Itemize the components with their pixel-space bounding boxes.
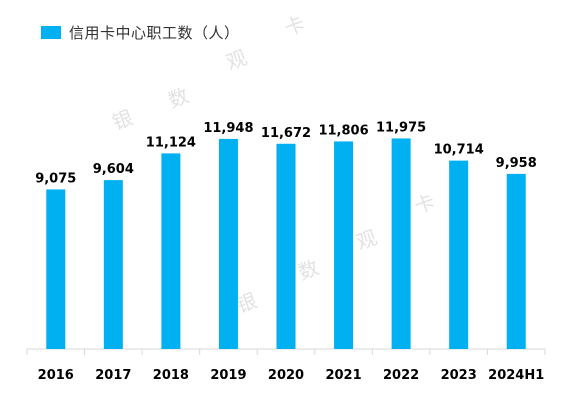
bar (334, 141, 354, 349)
data-label: 11,948 (203, 121, 253, 136)
x-tick-label: 2017 (95, 368, 131, 383)
bar (391, 138, 411, 349)
x-tick-label: 2022 (383, 368, 419, 383)
bar (506, 173, 526, 349)
data-label: 11,806 (318, 123, 368, 138)
x-tick-label: 2023 (441, 368, 477, 383)
bar (46, 189, 66, 349)
data-label: 11,975 (376, 120, 426, 135)
legend-swatch (41, 25, 61, 39)
data-label: 11,124 (146, 135, 196, 150)
bar (218, 138, 238, 349)
legend: 信用卡中心职工数（人） (41, 22, 240, 42)
bar (276, 143, 296, 349)
x-tick-label: 2024H1 (488, 368, 544, 383)
data-label: 9,958 (496, 156, 537, 171)
data-label: 10,714 (434, 143, 484, 158)
x-tick-label: 2016 (38, 368, 74, 383)
bar (161, 153, 181, 349)
data-label: 9,604 (93, 162, 134, 177)
bar (449, 160, 469, 349)
data-label: 9,075 (35, 171, 76, 186)
x-tick-label: 2021 (325, 368, 361, 383)
x-tick-label: 2018 (153, 368, 189, 383)
data-label: 11,672 (261, 126, 311, 141)
bar (103, 180, 123, 349)
x-tick-label: 2019 (210, 368, 246, 383)
x-tick-label: 2020 (268, 368, 304, 383)
legend-label: 信用卡中心职工数（人） (69, 23, 240, 42)
